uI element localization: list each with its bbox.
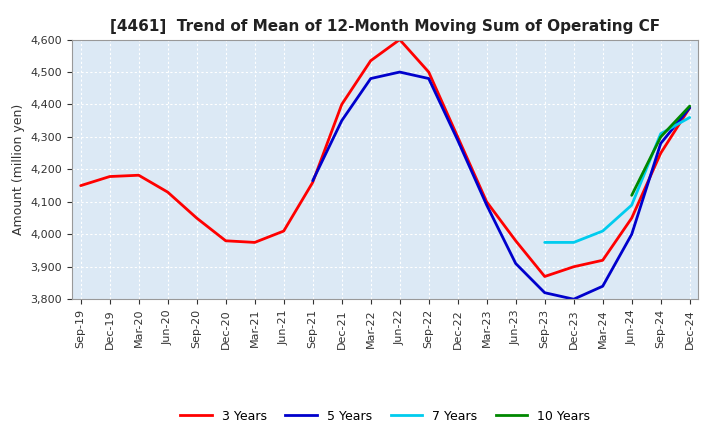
Legend: 3 Years, 5 Years, 7 Years, 10 Years: 3 Years, 5 Years, 7 Years, 10 Years — [176, 405, 595, 428]
Y-axis label: Amount (million yen): Amount (million yen) — [12, 104, 25, 235]
Title: [4461]  Trend of Mean of 12-Month Moving Sum of Operating CF: [4461] Trend of Mean of 12-Month Moving … — [110, 19, 660, 34]
